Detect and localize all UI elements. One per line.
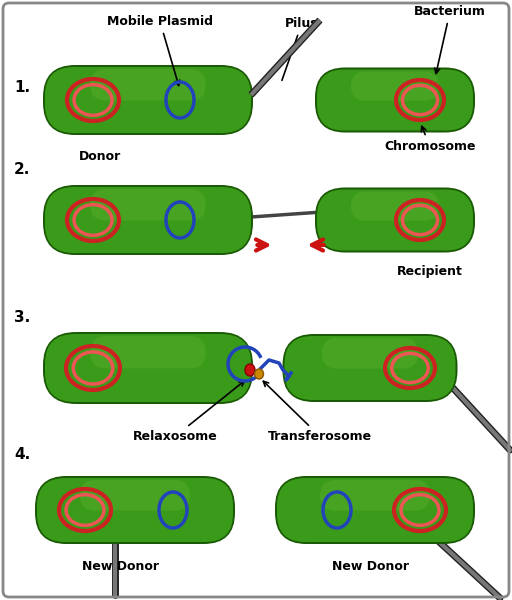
FancyBboxPatch shape: [351, 71, 439, 101]
FancyBboxPatch shape: [45, 67, 251, 133]
FancyBboxPatch shape: [315, 67, 475, 133]
FancyBboxPatch shape: [351, 191, 439, 221]
Text: 3.: 3.: [14, 310, 30, 325]
FancyBboxPatch shape: [317, 70, 473, 130]
Text: Mobile Plasmid: Mobile Plasmid: [107, 15, 213, 86]
FancyBboxPatch shape: [317, 190, 473, 251]
Text: Donor: Donor: [79, 150, 121, 163]
FancyBboxPatch shape: [90, 336, 206, 368]
FancyBboxPatch shape: [322, 338, 418, 368]
Text: Recipient: Recipient: [397, 265, 463, 278]
Text: Pilus: Pilus: [282, 17, 318, 80]
Text: Transferosome: Transferosome: [263, 381, 372, 443]
Text: Relaxosome: Relaxosome: [133, 381, 244, 443]
Text: 4.: 4.: [14, 447, 30, 462]
FancyBboxPatch shape: [37, 478, 233, 542]
FancyBboxPatch shape: [43, 65, 253, 135]
FancyBboxPatch shape: [45, 187, 251, 253]
FancyBboxPatch shape: [90, 69, 206, 100]
FancyBboxPatch shape: [35, 476, 235, 544]
FancyBboxPatch shape: [43, 332, 253, 404]
Text: Chromosome: Chromosome: [384, 126, 476, 153]
FancyBboxPatch shape: [45, 334, 251, 402]
Ellipse shape: [254, 369, 264, 379]
Text: New Donor: New Donor: [331, 560, 409, 573]
Ellipse shape: [245, 364, 255, 376]
FancyBboxPatch shape: [277, 478, 473, 542]
Text: New Donor: New Donor: [81, 560, 159, 573]
FancyBboxPatch shape: [80, 480, 190, 511]
Text: 2.: 2.: [14, 162, 30, 177]
FancyBboxPatch shape: [315, 187, 475, 253]
FancyBboxPatch shape: [43, 185, 253, 255]
FancyBboxPatch shape: [90, 189, 206, 220]
Text: Bacterium: Bacterium: [414, 5, 486, 73]
FancyBboxPatch shape: [275, 476, 475, 544]
Text: 1.: 1.: [14, 80, 30, 95]
FancyBboxPatch shape: [285, 336, 456, 400]
FancyBboxPatch shape: [283, 334, 458, 402]
FancyBboxPatch shape: [320, 480, 430, 511]
